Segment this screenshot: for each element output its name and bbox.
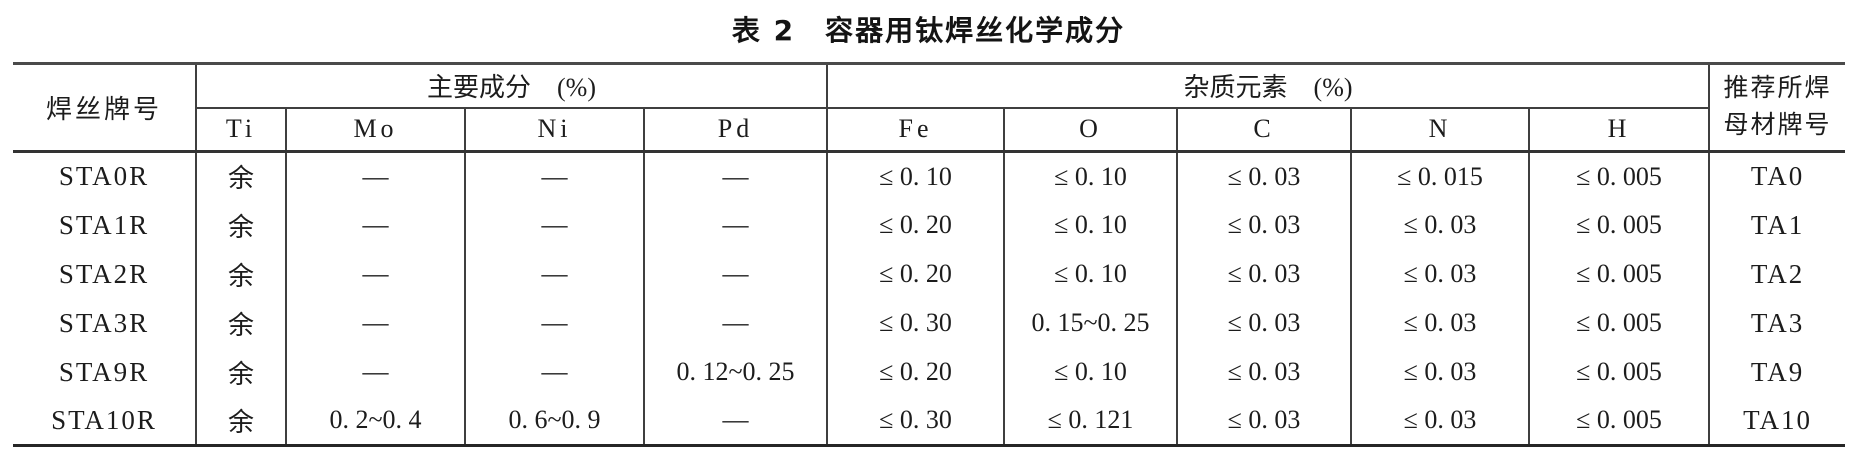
cell-c: ≤ 0. 03 bbox=[1177, 396, 1352, 446]
cell-ni: — bbox=[465, 200, 645, 250]
cell-c: ≤ 0. 03 bbox=[1177, 249, 1352, 299]
table-header: 焊丝牌号 主要成分 (%) 杂质元素 (%) 推荐所焊 母材牌号 Ti Mo Ni … bbox=[13, 63, 1846, 153]
cell-n: ≤ 0. 03 bbox=[1351, 200, 1530, 250]
cell-c: ≤ 0. 03 bbox=[1177, 347, 1352, 397]
header-main-components-label: 主要成分 bbox=[427, 73, 532, 103]
cell-mo: — bbox=[286, 347, 466, 397]
cell-n: ≤ 0. 03 bbox=[1351, 396, 1530, 446]
cell-ni: — bbox=[465, 249, 645, 299]
cell-ti: 余 bbox=[196, 347, 287, 397]
cell-pd: — bbox=[644, 249, 828, 299]
header-element-ni: Ni bbox=[465, 107, 645, 153]
cell-recommended-base: TA2 bbox=[1750, 258, 1805, 289]
cell-mo: — bbox=[286, 298, 466, 348]
cell-h: ≤ 0. 005 bbox=[1529, 200, 1711, 250]
cell-pd: — bbox=[644, 298, 828, 348]
cell-n: ≤ 0. 03 bbox=[1351, 249, 1530, 299]
table-body: STA0R 余 — — — ≤ 0. 10 ≤ 0. 10 ≤ 0. 03 ≤ … bbox=[13, 151, 1845, 446]
header-recommended-line2: 母材牌号 bbox=[1723, 111, 1832, 139]
cell-ni: — bbox=[465, 347, 645, 397]
header-main-components-unit: (%) bbox=[557, 73, 596, 103]
cell-ni: 0. 6~0. 9 bbox=[465, 396, 645, 446]
cell-wire-grade: STA0R bbox=[13, 151, 197, 201]
cell-mo: — bbox=[286, 200, 466, 250]
cell-ti: 余 bbox=[196, 396, 287, 446]
cell-ni: — bbox=[465, 151, 645, 201]
table-title: 表 2 容器用钛焊丝化学成分 bbox=[731, 14, 1126, 47]
cell-wire-grade: STA10R bbox=[13, 396, 197, 446]
cell-c: ≤ 0. 03 bbox=[1177, 200, 1352, 250]
header-element-n: N bbox=[1351, 107, 1530, 153]
cell-h: ≤ 0. 005 bbox=[1529, 347, 1711, 397]
table-row: STA9R 余 — — 0. 12~0. 25 ≤ 0. 20 ≤ 0. 10 … bbox=[13, 347, 1845, 397]
header-impurity-elements-unit: (%) bbox=[1313, 73, 1353, 103]
cell-fe: ≤ 0. 20 bbox=[827, 200, 1005, 250]
cell-h: ≤ 0. 005 bbox=[1529, 396, 1711, 446]
header-wire-grade: 焊丝牌号 bbox=[13, 63, 197, 153]
cell-ti: 余 bbox=[196, 151, 287, 201]
cell-ti: 余 bbox=[196, 249, 287, 299]
header-element-pd: Pd bbox=[644, 107, 828, 153]
header-element-ti: Ti bbox=[196, 107, 287, 153]
cell-mo: — bbox=[286, 151, 466, 201]
cell-recommended-base: TA9 bbox=[1750, 356, 1805, 387]
cell-recommended-base: TA3 bbox=[1750, 307, 1805, 338]
cell-o: ≤ 0. 121 bbox=[1004, 396, 1178, 446]
header-impurity-elements-label: 杂质元素 bbox=[1183, 73, 1288, 103]
table-row: STA2R 余 — — — ≤ 0. 20 ≤ 0. 10 ≤ 0. 03 ≤ … bbox=[13, 249, 1845, 299]
table-row: STA0R 余 — — — ≤ 0. 10 ≤ 0. 10 ≤ 0. 03 ≤ … bbox=[13, 151, 1845, 201]
header-recommended-line1: 推荐所焊 bbox=[1723, 75, 1832, 103]
cell-c: ≤ 0. 03 bbox=[1177, 298, 1352, 348]
cell-pd: — bbox=[644, 396, 828, 446]
table-row: STA3R 余 — — — ≤ 0. 30 0. 15~0. 25 ≤ 0. 0… bbox=[13, 298, 1845, 348]
header-element-h: H bbox=[1529, 107, 1711, 153]
header-element-mo: Mo bbox=[286, 107, 466, 153]
cell-wire-grade: STA9R bbox=[13, 347, 197, 397]
cell-fe: ≤ 0. 20 bbox=[827, 347, 1005, 397]
cell-wire-grade: STA1R bbox=[13, 200, 197, 250]
header-element-c: C bbox=[1177, 107, 1352, 153]
cell-pd: 0. 12~0. 25 bbox=[644, 347, 828, 397]
table-row: STA1R 余 — — — ≤ 0. 20 ≤ 0. 10 ≤ 0. 03 ≤ … bbox=[13, 200, 1845, 250]
cell-ti: 余 bbox=[196, 200, 287, 250]
header-recommended-base-metal: 推荐所焊 母材牌号 bbox=[1709, 63, 1846, 153]
cell-o: ≤ 0. 10 bbox=[1004, 151, 1178, 201]
cell-fe: ≤ 0. 30 bbox=[827, 298, 1005, 348]
cell-mo: — bbox=[286, 249, 466, 299]
cell-fe: ≤ 0. 30 bbox=[827, 396, 1005, 446]
cell-ni: — bbox=[465, 298, 645, 348]
cell-o: 0. 15~0. 25 bbox=[1004, 298, 1178, 348]
cell-recommended-base: TA0 bbox=[1750, 161, 1805, 192]
cell-o: ≤ 0. 10 bbox=[1004, 200, 1178, 250]
header-impurity-elements: 杂质元素 (%) bbox=[827, 63, 1711, 109]
cell-c: ≤ 0. 03 bbox=[1177, 151, 1352, 201]
table-row: STA10R 余 0. 2~0. 4 0. 6~0. 9 — ≤ 0. 30 ≤… bbox=[13, 396, 1845, 446]
cell-h: ≤ 0. 005 bbox=[1529, 151, 1711, 201]
cell-fe: ≤ 0. 10 bbox=[827, 151, 1005, 201]
cell-o: ≤ 0. 10 bbox=[1004, 347, 1178, 397]
cell-h: ≤ 0. 005 bbox=[1529, 249, 1711, 299]
cell-n: ≤ 0. 03 bbox=[1351, 347, 1530, 397]
cell-n: ≤ 0. 03 bbox=[1351, 298, 1530, 348]
header-main-components: 主要成分 (%) bbox=[196, 63, 828, 109]
cell-recommended-base: TA10 bbox=[1743, 404, 1812, 435]
cell-fe: ≤ 0. 20 bbox=[827, 249, 1005, 299]
cell-wire-grade: STA3R bbox=[13, 298, 197, 348]
cell-pd: — bbox=[644, 151, 828, 201]
cell-mo: 0. 2~0. 4 bbox=[286, 396, 466, 446]
cell-pd: — bbox=[644, 200, 828, 250]
header-element-fe: Fe bbox=[827, 107, 1005, 153]
cell-recommended-base: TA1 bbox=[1750, 209, 1805, 240]
cell-wire-grade: STA2R bbox=[13, 249, 197, 299]
composition-table: 焊丝牌号 主要成分 (%) 杂质元素 (%) 推荐所焊 母材牌号 Ti Mo Ni … bbox=[13, 62, 1846, 447]
cell-o: ≤ 0. 10 bbox=[1004, 249, 1178, 299]
cell-n: ≤ 0. 015 bbox=[1351, 151, 1530, 201]
composition-table-wrap: 焊丝牌号 主要成分 (%) 杂质元素 (%) 推荐所焊 母材牌号 Ti Mo Ni … bbox=[13, 62, 1846, 447]
cell-h: ≤ 0. 005 bbox=[1529, 298, 1711, 348]
cell-ti: 余 bbox=[196, 298, 287, 348]
header-element-o: O bbox=[1004, 107, 1178, 153]
